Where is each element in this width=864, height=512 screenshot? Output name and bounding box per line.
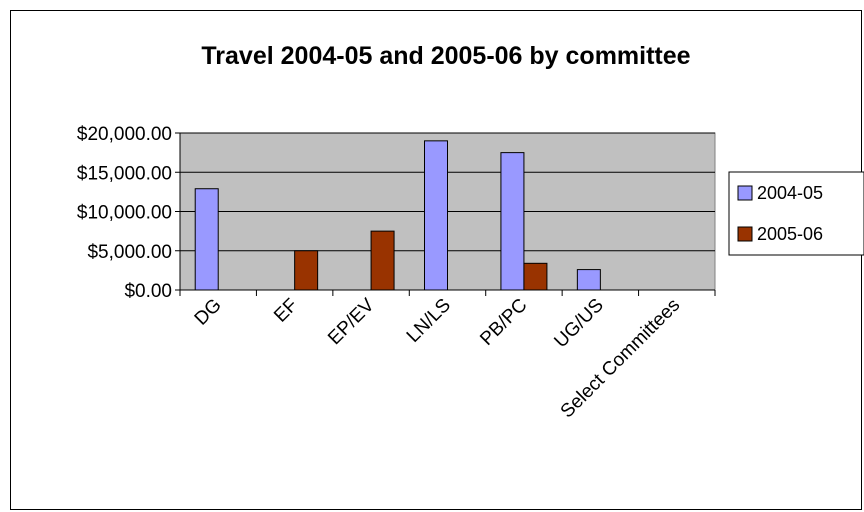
x-tick-label: UG/US — [550, 295, 607, 352]
x-tick-label: EP/EV — [324, 294, 379, 349]
y-tick-label: $10,000.00 — [77, 203, 172, 224]
y-tick-label: $15,000.00 — [77, 163, 172, 184]
x-tick-label: LN/LS — [403, 295, 455, 347]
legend-label: 2004-05 — [757, 183, 823, 203]
legend-label: 2005-06 — [757, 224, 823, 244]
legend-swatch-2005-06 — [737, 226, 753, 242]
bar-2005-06-ep-ev — [370, 230, 395, 291]
legend-swatch-2004-05 — [737, 185, 753, 201]
y-tick-label: $5,000.00 — [87, 242, 172, 263]
x-tick-label: DG — [191, 295, 226, 330]
y-tick-label: $20,000.00 — [77, 124, 172, 145]
bar-2004-05-dg — [194, 188, 219, 291]
bars — [194, 140, 601, 291]
y-tick-labels: $0.00 $5,000.00 $10,000.00 $15,000.00 $20,00… — [77, 124, 172, 302]
x-tick-label: PB/PC — [476, 295, 531, 350]
bar-2004-05-pb-pc — [500, 152, 525, 291]
x-tick-label: EF — [270, 295, 302, 327]
axes — [175, 132, 716, 296]
bar-2004-05-ug-us — [576, 269, 601, 291]
y-tick-label: $0.00 — [124, 281, 172, 302]
bar-2005-06-ef — [294, 250, 319, 291]
chart-title: Travel 2004-05 and 2005-06 by committee — [201, 42, 690, 70]
bar-2005-06-pb-pc — [523, 262, 548, 291]
bar-2004-05-ln-ls — [424, 140, 448, 291]
legend: 2004-05 2005-06 — [728, 171, 864, 256]
